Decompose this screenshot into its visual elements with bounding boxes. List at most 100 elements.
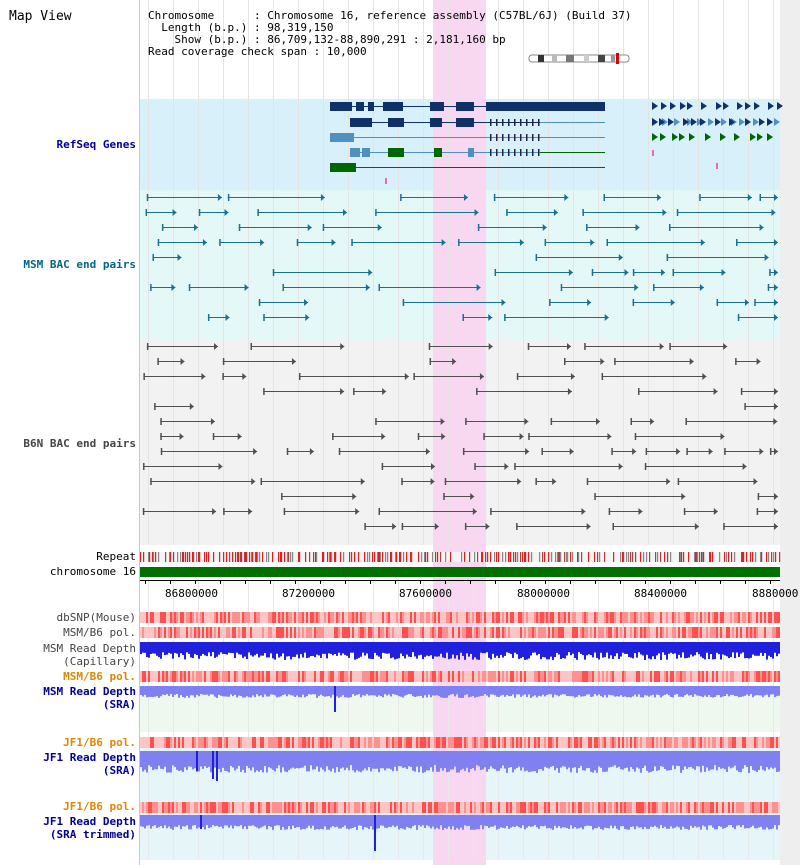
msm-bac-end-pair[interactable] (560, 284, 639, 291)
msm-bac-end-pair[interactable] (549, 299, 592, 306)
msm-bac-end-pair[interactable] (402, 299, 506, 306)
b6n-bac-end-pair[interactable] (630, 418, 655, 425)
msm-bac-end-pair[interactable] (494, 269, 573, 276)
msm-bac-end-pair[interactable] (582, 209, 667, 216)
b6n-bac-end-pair[interactable] (614, 358, 694, 365)
refseq-gene-arrow[interactable] (757, 133, 763, 141)
b6n-bac-end-pair[interactable] (724, 448, 764, 455)
b6n-bac-end-pair[interactable] (677, 478, 758, 485)
b6n-bac-end-pair[interactable] (401, 478, 435, 485)
refseq-gene-arrow[interactable] (689, 133, 695, 141)
msm-bac-end-pair[interactable] (736, 239, 778, 246)
refseq-gene-arrow[interactable] (745, 118, 751, 126)
msm-bac-end-pair[interactable] (632, 269, 666, 276)
b6n-bac-end-pair[interactable] (483, 433, 524, 440)
msm-bac-end-pair[interactable] (603, 194, 662, 201)
msm-bac-end-pair[interactable] (666, 254, 769, 261)
refseq-gene-arrow[interactable] (660, 133, 666, 141)
selection-highlight[interactable] (433, 0, 486, 865)
refseq-gene-arrow[interactable] (691, 118, 697, 126)
b6n-bac-end-pair[interactable] (143, 463, 223, 470)
repeat-track[interactable] (140, 552, 780, 562)
refseq-gene-arrow[interactable] (754, 102, 760, 110)
msm-bac-end-pair[interactable] (653, 284, 704, 291)
msm-bac-end-pair[interactable] (188, 284, 249, 291)
b6n-bac-end-pair[interactable] (723, 523, 778, 530)
b6n-bac-end-pair[interactable] (428, 343, 493, 350)
b6n-bac-end-pair[interactable] (465, 418, 529, 425)
msm-bac-end-pair[interactable] (699, 194, 752, 201)
msm-bac-end-pair[interactable] (669, 224, 764, 231)
b6n-bac-end-pair[interactable] (634, 433, 725, 440)
msm-bac-end-pair[interactable] (759, 194, 778, 201)
refseq-gene-arrow[interactable] (700, 118, 706, 126)
b6n-bac-end-pair[interactable] (212, 433, 242, 440)
refseq-gene-arrow[interactable] (674, 118, 680, 126)
msm-bac-end-pair[interactable] (586, 224, 640, 231)
b6n-bac-end-pair[interactable] (443, 493, 475, 500)
msm-bac-end-pair[interactable] (257, 209, 347, 216)
refseq-gene-arrow[interactable] (661, 102, 667, 110)
b6n-bac-end-pair[interactable] (490, 508, 586, 515)
b6n-bac-end-pair[interactable] (150, 478, 256, 485)
b6n-bac-end-pair[interactable] (401, 523, 439, 530)
b6n-bac-end-pair[interactable] (756, 508, 778, 515)
refseq-gene-arrow[interactable] (729, 118, 735, 126)
msm-bac-end-pair[interactable] (737, 314, 778, 321)
msm-bac-end-pair[interactable] (591, 269, 629, 276)
refseq-gene-arrow[interactable] (767, 118, 773, 126)
refseq-gene-arrow[interactable] (767, 133, 773, 141)
msm-bac-end-pair[interactable] (462, 314, 493, 321)
b6n-bac-end-pair[interactable] (143, 373, 206, 380)
refseq-gene-arrow[interactable] (659, 118, 665, 126)
msm-bac-end-pair[interactable] (506, 209, 558, 216)
b6n-bac-end-pair[interactable] (281, 493, 357, 500)
msm-bac-end-pair[interactable] (207, 314, 230, 321)
refseq-gene-arrow[interactable] (687, 102, 693, 110)
b6n-bac-end-pair[interactable] (744, 403, 778, 410)
b6n-bac-end-pair[interactable] (364, 523, 397, 530)
msm-bac-end-pair[interactable] (504, 314, 609, 321)
refseq-gene-arrow[interactable] (679, 133, 685, 141)
refseq-gene-arrow[interactable] (652, 133, 658, 141)
msm-bac-end-pair[interactable] (146, 194, 222, 201)
refseq-gene-arrow[interactable] (750, 133, 756, 141)
msm-bac-end-pair[interactable] (152, 254, 182, 261)
b6n-bac-end-pair[interactable] (154, 403, 194, 410)
refseq-gene-arrow[interactable] (720, 133, 726, 141)
msm-bac-end-pair[interactable] (400, 194, 468, 201)
b6n-bac-end-pair[interactable] (685, 418, 778, 425)
b6n-bac-end-pair[interactable] (378, 508, 477, 515)
b6n-bac-end-pair[interactable] (332, 433, 386, 440)
msm-bac-end-pair[interactable] (375, 209, 479, 216)
b6n-bac-end-pair[interactable] (611, 448, 637, 455)
b6n-bac-end-pair[interactable] (769, 448, 778, 455)
b6n-bac-end-pair[interactable] (260, 478, 365, 485)
b6n-bac-end-pair[interactable] (516, 523, 591, 530)
b6n-bac-end-pair[interactable] (740, 388, 778, 395)
msm-bac-end-pair[interactable] (672, 269, 726, 276)
refseq-gene-arrow[interactable] (715, 118, 721, 126)
b6n-bac-end-pair[interactable] (429, 358, 457, 365)
b6n-bac-end-pair[interactable] (263, 388, 345, 395)
b6n-bac-end-pair[interactable] (516, 373, 575, 380)
b6n-bac-end-pair[interactable] (298, 373, 409, 380)
msm-bac-end-pair[interactable] (606, 239, 705, 246)
b6n-bac-end-pair[interactable] (160, 433, 184, 440)
msm-bac-end-pair[interactable] (157, 239, 207, 246)
b6n-bac-end-pair[interactable] (514, 463, 623, 470)
refseq-gene-arrow[interactable] (652, 102, 658, 110)
b6n-bac-end-pair[interactable] (338, 448, 430, 455)
b6n-bac-end-pair[interactable] (535, 478, 557, 485)
b6n-bac-end-pair[interactable] (474, 463, 509, 470)
refseq-gene[interactable] (330, 102, 605, 111)
msm-bac-end-pair[interactable] (227, 194, 325, 201)
msm-bac-end-pair[interactable] (767, 284, 778, 291)
b6n-bac-end-pair[interactable] (160, 448, 258, 455)
msm-bac-end-pair[interactable] (676, 209, 776, 216)
msm-bac-end-pair[interactable] (198, 209, 229, 216)
b6n-bac-end-pair[interactable] (683, 508, 718, 515)
b6n-bac-end-pair[interactable] (157, 358, 185, 365)
msm-bac-end-pair[interactable] (296, 239, 336, 246)
